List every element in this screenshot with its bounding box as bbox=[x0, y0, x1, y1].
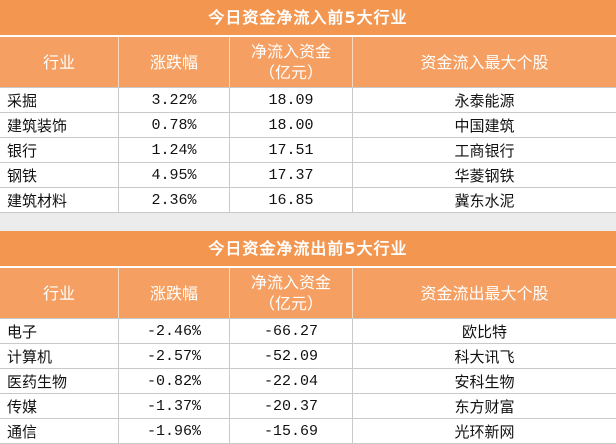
table-cell-net: -15.69 bbox=[230, 419, 352, 443]
header-change: 涨跌幅 bbox=[119, 268, 229, 318]
outflow-table-title: 今日资金净流出前5大行业 bbox=[0, 231, 616, 266]
table-cell-industry: 银行 bbox=[0, 138, 118, 162]
table-cell-net: 17.37 bbox=[230, 163, 352, 187]
header-net-unit: （亿元） bbox=[258, 294, 323, 313]
header-top-stock: 资金流出最大个股 bbox=[353, 268, 616, 318]
table-cell-industry: 通信 bbox=[0, 419, 118, 443]
header-change-label: 涨跌幅 bbox=[149, 283, 198, 303]
table-cell-stock: 光环新网 bbox=[353, 419, 616, 443]
table-cell-net: -66.27 bbox=[230, 319, 352, 343]
table-cell-industry: 电子 bbox=[0, 319, 118, 343]
table-cell-net: -22.04 bbox=[230, 369, 352, 393]
header-change: 涨跌幅 bbox=[119, 37, 229, 87]
table-cell-stock: 科大讯飞 bbox=[353, 344, 616, 368]
table-cell-change: -2.57% bbox=[119, 344, 229, 368]
table-cell-change: 0.78% bbox=[119, 113, 229, 137]
table-cell-change: 4.95% bbox=[119, 163, 229, 187]
outflow-table: 今日资金净流出前5大行业 行业 涨跌幅 净流入资金 （亿元） 资金流出最大个股 … bbox=[0, 231, 616, 444]
header-top-stock: 资金流入最大个股 bbox=[353, 37, 616, 87]
title-separator bbox=[0, 35, 616, 37]
inflow-table: 今日资金净流入前5大行业 行业 涨跌幅 净流入资金 （亿元） 资金流入最大个股 … bbox=[0, 0, 616, 213]
header-industry: 行业 bbox=[0, 37, 118, 87]
table-cell-net: 16.85 bbox=[230, 188, 352, 212]
header-net: 净流入资金 （亿元） bbox=[230, 37, 352, 87]
table-cell-change: 2.36% bbox=[119, 188, 229, 212]
table-cell-stock: 中国建筑 bbox=[353, 113, 616, 137]
header-net: 净流入资金 （亿元） bbox=[230, 268, 352, 318]
table-cell-stock: 永泰能源 bbox=[353, 88, 616, 112]
table-cell-change: 1.24% bbox=[119, 138, 229, 162]
table-cell-net: -52.09 bbox=[230, 344, 352, 368]
title-separator bbox=[0, 266, 616, 268]
inflow-data-rows: 采掘 3.22% 18.09 永泰能源 建筑装饰 0.78% 18.00 中国建… bbox=[0, 87, 616, 213]
header-net-unit: （亿元） bbox=[258, 63, 323, 82]
header-top-stock-label: 资金流入最大个股 bbox=[420, 52, 549, 72]
table-cell-industry: 医药生物 bbox=[0, 369, 118, 393]
header-net-label: 净流入资金 bbox=[250, 42, 331, 61]
table-cell-stock: 东方财富 bbox=[353, 394, 616, 418]
table-cell-industry: 计算机 bbox=[0, 344, 118, 368]
table-cell-stock: 冀东水泥 bbox=[353, 188, 616, 212]
table-cell-stock: 安科生物 bbox=[353, 369, 616, 393]
header-industry-label: 行业 bbox=[42, 52, 75, 72]
table-cell-stock: 欧比特 bbox=[353, 319, 616, 343]
outflow-header-row: 行业 涨跌幅 净流入资金 （亿元） 资金流出最大个股 bbox=[0, 268, 616, 318]
table-cell-industry: 钢铁 bbox=[0, 163, 118, 187]
table-cell-stock: 华菱钢铁 bbox=[353, 163, 616, 187]
table-cell-net: 18.09 bbox=[230, 88, 352, 112]
header-industry-label: 行业 bbox=[42, 283, 75, 303]
header-industry: 行业 bbox=[0, 268, 118, 318]
table-cell-change: -2.46% bbox=[119, 319, 229, 343]
table-cell-industry: 建筑材料 bbox=[0, 188, 118, 212]
table-cell-change: 3.22% bbox=[119, 88, 229, 112]
header-top-stock-label: 资金流出最大个股 bbox=[420, 283, 549, 303]
table-cell-net: -20.37 bbox=[230, 394, 352, 418]
table-cell-net: 17.51 bbox=[230, 138, 352, 162]
table-cell-net: 18.00 bbox=[230, 113, 352, 137]
table-cell-change: -0.82% bbox=[119, 369, 229, 393]
table-cell-change: -1.96% bbox=[119, 419, 229, 443]
outflow-data-rows: 电子 -2.46% -66.27 欧比特 计算机 -2.57% -52.09 科… bbox=[0, 318, 616, 444]
header-change-label: 涨跌幅 bbox=[149, 52, 198, 72]
inflow-table-title: 今日资金净流入前5大行业 bbox=[0, 0, 616, 35]
table-cell-industry: 建筑装饰 bbox=[0, 113, 118, 137]
inflow-header-row: 行业 涨跌幅 净流入资金 （亿元） 资金流入最大个股 bbox=[0, 37, 616, 87]
table-cell-stock: 工商银行 bbox=[353, 138, 616, 162]
header-net-label: 净流入资金 bbox=[250, 273, 331, 292]
table-cell-industry: 采掘 bbox=[0, 88, 118, 112]
table-cell-change: -1.37% bbox=[119, 394, 229, 418]
table-cell-industry: 传媒 bbox=[0, 394, 118, 418]
